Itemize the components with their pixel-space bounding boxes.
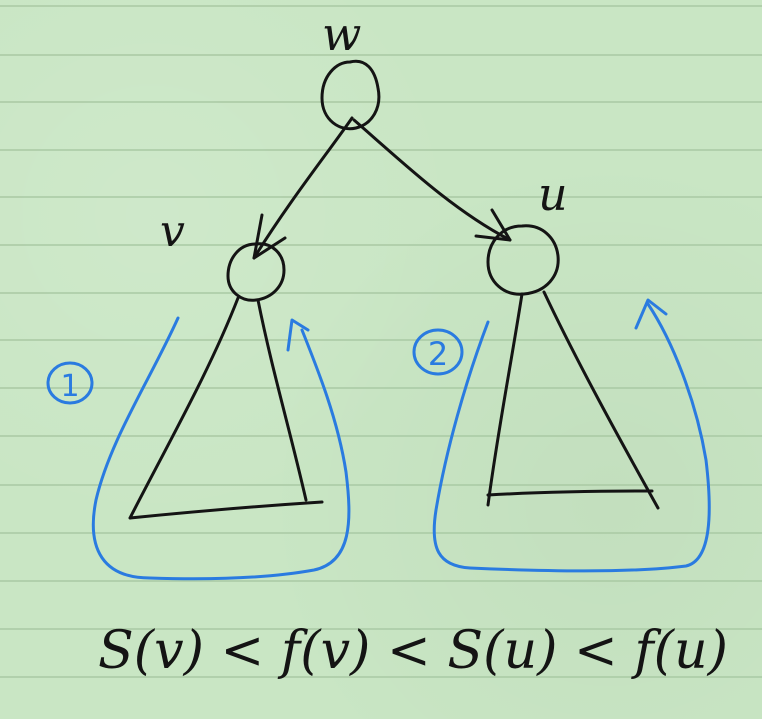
marker-1-circle (46, 361, 94, 405)
node-w-label: w (322, 7, 361, 61)
traversal-loop-1 (91, 316, 351, 581)
traversal-loop-1-arrowhead (286, 318, 310, 352)
marker-1-label: 1 (60, 369, 79, 404)
node-u-label: u (538, 167, 568, 221)
node-u-circle (486, 224, 560, 296)
node-v-circle (226, 242, 286, 302)
edge-w-to-u (352, 118, 512, 242)
arrowhead-v (252, 213, 287, 260)
ruled-lines (0, 5, 762, 678)
arrowhead-u (474, 208, 512, 242)
traversal-loop-2 (432, 302, 711, 573)
edge-w-to-v (252, 116, 354, 260)
node-w-circle (320, 59, 381, 131)
subtree-v-triangle (128, 296, 324, 520)
node-v-label: v (160, 206, 185, 257)
marker-2-circle (412, 328, 464, 376)
traversal-loop-2-arrowhead (634, 298, 668, 330)
subtree-u-triangle (486, 290, 660, 510)
ordering-formula: S(v) < f(v) < S(u) < f(u) (98, 621, 728, 681)
marker-2-label: 2 (428, 335, 448, 373)
